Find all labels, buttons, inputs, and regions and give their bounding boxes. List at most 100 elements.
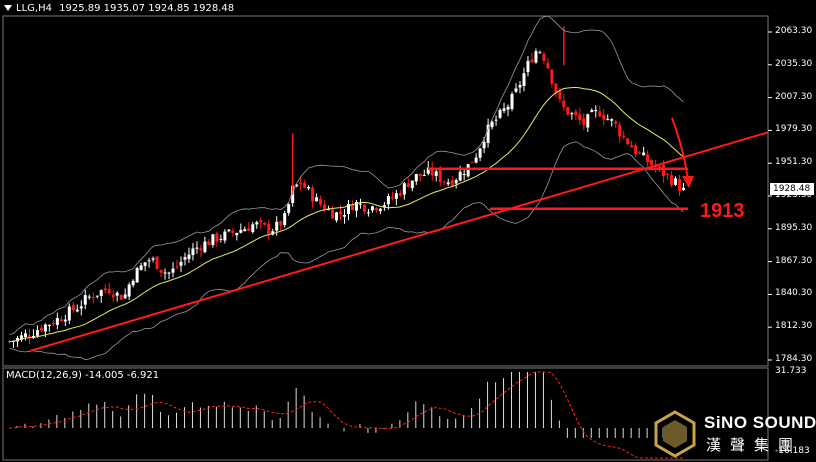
candle-body: [243, 229, 247, 232]
candle-body: [27, 335, 31, 338]
candle-body: [295, 184, 299, 187]
candle-body: [582, 118, 586, 126]
candle-body: [574, 111, 578, 116]
candle-body: [179, 261, 183, 266]
candle-body: [466, 164, 470, 177]
candle-body: [123, 294, 127, 299]
candle-body: [175, 266, 179, 268]
candle-body: [450, 180, 454, 186]
candle-body: [251, 224, 255, 233]
candle-body: [430, 168, 434, 176]
symbol-label: LLG,H4: [16, 3, 52, 14]
candle-body: [458, 171, 462, 181]
candle-body: [215, 233, 219, 242]
candle-body: [31, 336, 35, 338]
candle-body: [307, 186, 311, 189]
candle-body: [283, 213, 287, 226]
dropdown-triangle-icon[interactable]: [4, 5, 12, 11]
candle-body: [319, 198, 323, 205]
candle-body: [610, 119, 614, 121]
candle-body: [586, 114, 590, 128]
candle-body: [538, 52, 542, 54]
candle-body: [315, 197, 319, 202]
candle-body: [39, 327, 43, 331]
candle-body: [382, 205, 386, 208]
candle-body: [646, 154, 650, 163]
candle-body: [418, 173, 422, 177]
candle-body: [442, 181, 446, 183]
candle-body: [195, 247, 199, 249]
candle-body: [422, 175, 426, 177]
candle-body: [638, 152, 642, 154]
candle-body: [666, 174, 670, 176]
candle-body: [558, 90, 562, 100]
chart-title: LLG,H4 1925.89 1935.07 1924.85 1928.48: [4, 3, 234, 14]
candle-body: [167, 272, 171, 274]
candle-body: [191, 248, 195, 256]
candle-body: [350, 204, 354, 211]
price-pane-frame: [2, 15, 769, 367]
candle-body: [606, 119, 610, 121]
price-tick-label: 1979.30: [775, 124, 813, 135]
candle-body: [43, 324, 47, 332]
candle-body: [506, 106, 510, 110]
candle-body: [662, 164, 666, 177]
candle-body: [183, 257, 187, 260]
candle-body: [79, 306, 83, 309]
candle-body: [386, 196, 390, 205]
price-tick-label: 1784.30: [775, 354, 813, 364]
candle-body: [135, 268, 139, 283]
candle-body: [331, 209, 335, 219]
candle-body: [562, 100, 566, 108]
candle-body: [526, 60, 530, 73]
candle-body: [534, 51, 538, 63]
candle-body: [402, 183, 406, 195]
candle-body: [327, 209, 331, 211]
uptrend-line: [29, 131, 769, 352]
candle-body: [131, 280, 135, 286]
candle-body: [678, 179, 682, 192]
price-tick-label: 1895.30: [775, 222, 813, 233]
candle-body: [650, 160, 654, 166]
candle-body: [347, 203, 350, 214]
candle-body: [51, 323, 55, 325]
candle-body: [55, 318, 59, 325]
candle-body: [470, 161, 474, 163]
candle-body: [335, 212, 339, 221]
candle-body: [634, 145, 638, 155]
candle-body: [598, 111, 602, 117]
candle-body: [682, 187, 686, 190]
price-tick-label: 2063.30: [775, 26, 813, 36]
candle-body: [390, 197, 394, 199]
candle-body: [199, 248, 203, 251]
ohlc-values: 1925.89 1935.07 1924.85 1928.48: [59, 3, 235, 14]
logo-chinese: 漢聲集團: [706, 436, 803, 454]
candle-body: [414, 174, 418, 182]
price-tick-label: 1951.30: [775, 157, 813, 168]
candle-body: [626, 138, 630, 145]
candle-body: [111, 294, 115, 298]
candle-body: [139, 265, 143, 270]
candle-body: [482, 141, 486, 149]
candle-body: [219, 238, 223, 240]
candle-body: [211, 234, 215, 245]
candle-body: [263, 222, 267, 225]
bollinger-upper-line: [9, 15, 684, 335]
candle-body: [622, 136, 626, 138]
candle-body: [255, 222, 259, 225]
candle-body: [119, 294, 123, 300]
candle-body: [614, 121, 618, 124]
candle-body: [478, 148, 482, 158]
candle-body: [594, 109, 598, 112]
candle-body: [394, 193, 398, 199]
macd-tick-low: -16.183: [775, 446, 810, 456]
price-tick-label: 1867.30: [775, 255, 813, 266]
price-tick-label: 2035.30: [775, 58, 813, 69]
candle-body: [8, 341, 11, 343]
candle-body: [87, 296, 91, 298]
candle-body: [323, 204, 327, 211]
candle-body: [163, 272, 167, 274]
candle-body: [378, 208, 382, 212]
